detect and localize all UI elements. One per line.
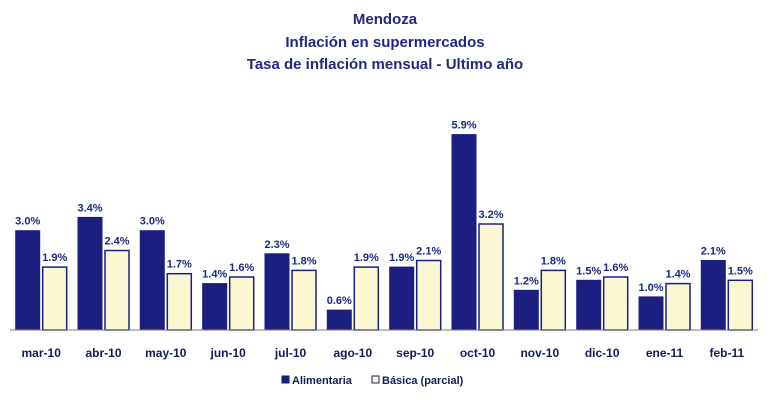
x-tick-label-abr-10: abr-10 [85, 346, 121, 360]
data-label-basica-dic-10: 1.6% [603, 262, 628, 274]
bar-alimentaria-may-10 [139, 230, 165, 331]
bar-basica-sep-10 [415, 259, 442, 331]
bar-alimentaria-jul-10 [264, 253, 290, 331]
data-label-alimentaria-may-10: 3.0% [140, 216, 165, 228]
data-labels-layer: 3.0%1.9%3.4%2.4%3.0%1.7%1.4%1.6%2.3%1.8%… [15, 120, 753, 308]
data-label-basica-abr-10: 2.4% [104, 236, 129, 248]
bar-basica-abr-10 [104, 249, 130, 331]
x-tick-label-dic-10: dic-10 [585, 346, 620, 360]
data-label-basica-may-10: 1.7% [167, 259, 192, 271]
bar-alimentaria-ago-10 [326, 309, 352, 331]
bar-basica-ago-10 [353, 266, 380, 331]
bar-basica-feb-11 [727, 279, 754, 331]
data-label-alimentaria-sep-10: 1.9% [389, 252, 414, 264]
data-label-basica-feb-11: 1.5% [728, 265, 753, 277]
bar-basica-nov-10 [540, 269, 567, 331]
data-label-basica-jul-10: 1.8% [291, 255, 316, 267]
bars-layer [15, 134, 754, 331]
chart-title: Mendoza Inflación en supermercados Tasa … [247, 11, 523, 73]
data-label-basica-ene-11: 1.4% [665, 269, 690, 281]
x-tick-label-feb-11: feb-11 [709, 346, 744, 360]
legend: Alimentaria Básica (parcial) [281, 375, 464, 387]
x-tick-label-mar-10: mar-10 [22, 346, 62, 360]
chart-title-line-2: Inflación en supermercados [285, 34, 484, 51]
legend-label-alimentaria: Alimentaria [292, 375, 353, 387]
x-axis-tick-labels: mar-10 abr-10 may-10 jun-10 jul-10 ago-10 sep-… [22, 346, 745, 360]
bar-basica-oct-10 [478, 223, 504, 331]
bar-alimentaria-oct-10 [451, 134, 477, 331]
bar-alimentaria-sep-10 [389, 266, 415, 331]
bar-alimentaria-ene-11 [638, 296, 664, 331]
data-label-basica-sep-10: 2.1% [416, 246, 441, 258]
x-tick-label-jun-10: jun-10 [210, 346, 247, 360]
data-label-alimentaria-ene-11: 1.0% [638, 282, 663, 294]
data-label-basica-jun-10: 1.6% [229, 262, 254, 274]
x-tick-label-may-10: may-10 [145, 346, 187, 360]
legend-label-basica: Básica (parcial) [382, 375, 464, 387]
bar-basica-jun-10 [228, 276, 255, 331]
bar-basica-mar-10 [41, 266, 68, 331]
bar-basica-ene-11 [665, 282, 691, 331]
x-tick-label-ago-10: ago-10 [333, 346, 372, 360]
x-tick-label-ene-11: ene-11 [646, 346, 684, 360]
data-label-basica-oct-10: 3.2% [478, 209, 503, 221]
bar-basica-may-10 [166, 272, 193, 331]
data-label-basica-nov-10: 1.8% [541, 255, 566, 267]
data-label-basica-mar-10: 1.9% [42, 252, 67, 264]
x-tick-label-nov-10: nov-10 [520, 346, 559, 360]
legend-swatch-alimentaria [281, 375, 290, 384]
bar-alimentaria-abr-10 [77, 216, 103, 331]
bar-basica-dic-10 [602, 276, 629, 331]
x-tick-label-sep-10: sep-10 [396, 346, 434, 360]
data-label-alimentaria-ago-10: 0.6% [327, 295, 352, 307]
data-label-alimentaria-abr-10: 3.4% [77, 202, 102, 214]
data-label-alimentaria-mar-10: 3.0% [15, 216, 40, 228]
data-label-basica-ago-10: 1.9% [354, 252, 379, 264]
data-label-alimentaria-jul-10: 2.3% [264, 239, 289, 251]
bar-alimentaria-feb-11 [700, 260, 726, 331]
data-label-alimentaria-nov-10: 1.2% [514, 275, 539, 287]
x-tick-label-oct-10: oct-10 [460, 346, 496, 360]
bar-alimentaria-dic-10 [576, 279, 602, 331]
chart-title-line-3: Tasa de inflación mensual - Ultimo año [247, 56, 523, 73]
data-label-alimentaria-jun-10: 1.4% [202, 269, 227, 281]
data-label-alimentaria-feb-11: 2.1% [701, 246, 726, 258]
bar-alimentaria-nov-10 [513, 289, 539, 331]
bar-alimentaria-mar-10 [15, 230, 41, 331]
x-tick-label-jul-10: jul-10 [274, 346, 307, 360]
bar-basica-jul-10 [291, 269, 317, 331]
legend-swatch-basica [371, 375, 380, 384]
data-label-alimentaria-oct-10: 5.9% [451, 120, 476, 132]
chart-title-line-1: Mendoza [353, 11, 418, 28]
data-label-alimentaria-dic-10: 1.5% [576, 265, 601, 277]
bar-alimentaria-jun-10 [202, 283, 228, 331]
